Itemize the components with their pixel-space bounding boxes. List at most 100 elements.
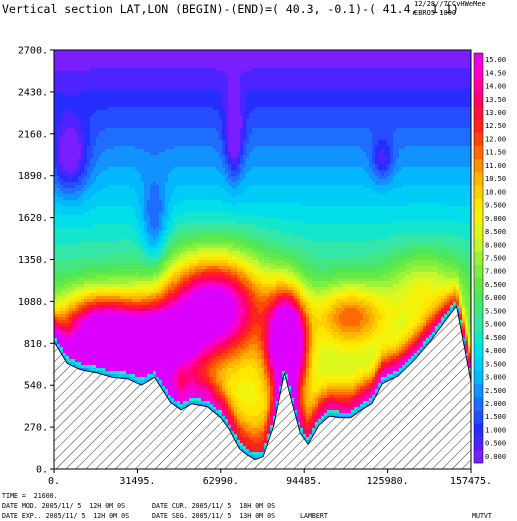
colorbar-swatch: [474, 198, 483, 213]
colorbar-swatch: [474, 370, 483, 384]
colorbar-swatch: [474, 304, 483, 318]
colorbar-label: 11.50: [485, 149, 506, 157]
colorbar-label: 9.000: [485, 215, 506, 223]
colorbar-swatch: [474, 224, 483, 239]
colorbar-label: 14.50: [485, 69, 506, 77]
colorbar-swatch: [474, 211, 483, 226]
colorbar-label: 0.500: [485, 440, 506, 448]
footer-projection: LAMBERT: [300, 512, 328, 520]
colorbar-swatch: [474, 291, 483, 305]
colorbar-label: 11.00: [485, 162, 506, 170]
header-var: CvHWeMee: [452, 0, 486, 9]
x-tick-label: 31495.: [119, 476, 155, 487]
colorbar-swatch: [474, 357, 483, 371]
x-tick-label: 0.: [48, 476, 60, 487]
header-model: EBRO5 1800: [414, 9, 457, 17]
colorbar-label: 9.500: [485, 202, 506, 210]
y-tick-label: 1080.: [18, 297, 48, 308]
colorbar-swatch: [474, 330, 483, 345]
y-tick-label: 1620.: [18, 213, 48, 224]
colorbar-label: 1.000: [485, 426, 506, 434]
colorbar-label: 6.000: [485, 294, 506, 302]
colorbar-label: 10.50: [485, 175, 506, 183]
y-tick-label: 810.: [24, 339, 48, 350]
header-date: 12/28//7C: [414, 0, 452, 8]
colorbar-swatch: [474, 172, 483, 186]
colorbar-swatch: [474, 145, 483, 160]
colorbar-label: 14.00: [485, 83, 506, 91]
footer-date-exp: DATE EXP.. 2005/11/ 5 12H 0M 0S: [2, 512, 130, 520]
colorbar-label: 7.000: [485, 268, 506, 276]
colorbar-label: 4.500: [485, 334, 506, 342]
y-tick-label: 540.: [24, 381, 48, 392]
footer-field: MUTVT: [472, 512, 492, 520]
colorbar-swatch: [474, 158, 483, 173]
colorbar-swatch: [474, 132, 483, 146]
colorbar: 0.000 0.500 1.000 1.500 2.000 2.500 3.000 3.500…: [473, 52, 506, 464]
colorbar-label: 2.000: [485, 400, 506, 408]
colorbar-label: 15.00: [485, 56, 506, 64]
footer-date-mod: DATE MOD. 2005/11/ 5 12H 0M 0S: [2, 502, 126, 510]
colorbar-label: 1.500: [485, 413, 506, 421]
colorbar-label: 8.000: [485, 241, 506, 249]
header-info: 12/28//7C EBRO5 1800: [414, 0, 456, 18]
y-tick-label: 2430.: [18, 87, 48, 98]
colorbar-swatch: [474, 79, 483, 93]
colorbar-swatch: [474, 53, 483, 67]
time-label: TIME =: [2, 492, 26, 500]
colorbar-swatch: [474, 343, 483, 358]
y-tick-label: 1350.: [18, 255, 48, 266]
colorbar-swatch: [474, 449, 483, 464]
colorbar-label: 2.500: [485, 387, 506, 395]
time-value: 21600.: [33, 492, 58, 500]
colorbar-label: 3.000: [485, 374, 506, 382]
colorbar-swatch: [474, 264, 483, 279]
terrain-hatch: [54, 305, 471, 469]
field-layer: [54, 50, 471, 469]
colorbar-label: 13.00: [485, 109, 506, 117]
x-tick-label: 125980.: [367, 476, 409, 487]
y-tick-label: 2160.: [18, 129, 48, 140]
colorbar-swatch: [474, 251, 483, 265]
colorbar-label: 4.000: [485, 347, 506, 355]
colorbar-label: 12.50: [485, 122, 506, 130]
colorbar-swatch: [474, 436, 483, 451]
y-tick-label: 2700.: [18, 46, 48, 57]
y-tick-label: 270.: [24, 423, 48, 434]
colorbar-swatch: [474, 396, 483, 411]
colorbar-label: 0.000: [485, 453, 506, 461]
colorbar-swatch: [474, 423, 483, 437]
colorbar-label: 3.500: [485, 360, 506, 368]
colorbar-swatch: [474, 92, 483, 107]
colorbar-swatch: [474, 277, 483, 292]
colorbar-swatch: [474, 410, 483, 424]
y-axis: 0. 270. 540. 810. 1080. 1350. 1620. 1890. 2160. 2…: [18, 46, 54, 476]
y-tick-label: 0.: [36, 465, 48, 476]
colorbar-swatch: [474, 66, 483, 80]
header-var-text: CvHWeMee: [452, 0, 486, 8]
footer-date-cur: DATE CUR. 2005/11/ 5 18H 0M 0S: [152, 502, 276, 510]
colorbar-label: 5.000: [485, 321, 506, 329]
colorbar-swatch: [474, 317, 483, 332]
colorbar-label: 6.500: [485, 281, 506, 289]
colorbar-swatch: [474, 238, 483, 252]
colorbar-label: 5.500: [485, 307, 506, 315]
y-tick-label: 1890.: [18, 171, 48, 182]
colorbar-swatch: [474, 119, 483, 133]
footer-time: TIME = 21600.: [2, 492, 58, 500]
colorbar-label: 8.500: [485, 228, 506, 236]
x-axis: 0. 31495. 62990. 94485. 125980. 157475.: [48, 469, 492, 487]
colorbar-swatch: [474, 383, 483, 398]
x-tick-label: 157475.: [450, 476, 492, 487]
colorbar-label: 12.00: [485, 135, 506, 143]
colorbar-label: 13.50: [485, 96, 506, 104]
footer-date-seg: DATE SEG. 2005/11/ 5 13H 0M 0S: [152, 512, 276, 520]
colorbar-swatch: [474, 185, 483, 199]
chart-title: Vertical section LAT,LON (BEGIN)-(END)=(…: [2, 2, 459, 16]
colorbar-swatch: [474, 105, 483, 120]
colorbar-label: 7.500: [485, 255, 506, 263]
colorbar-label: 10.00: [485, 188, 506, 196]
x-tick-label: 94485.: [286, 476, 322, 487]
x-tick-label: 62990.: [203, 476, 239, 487]
